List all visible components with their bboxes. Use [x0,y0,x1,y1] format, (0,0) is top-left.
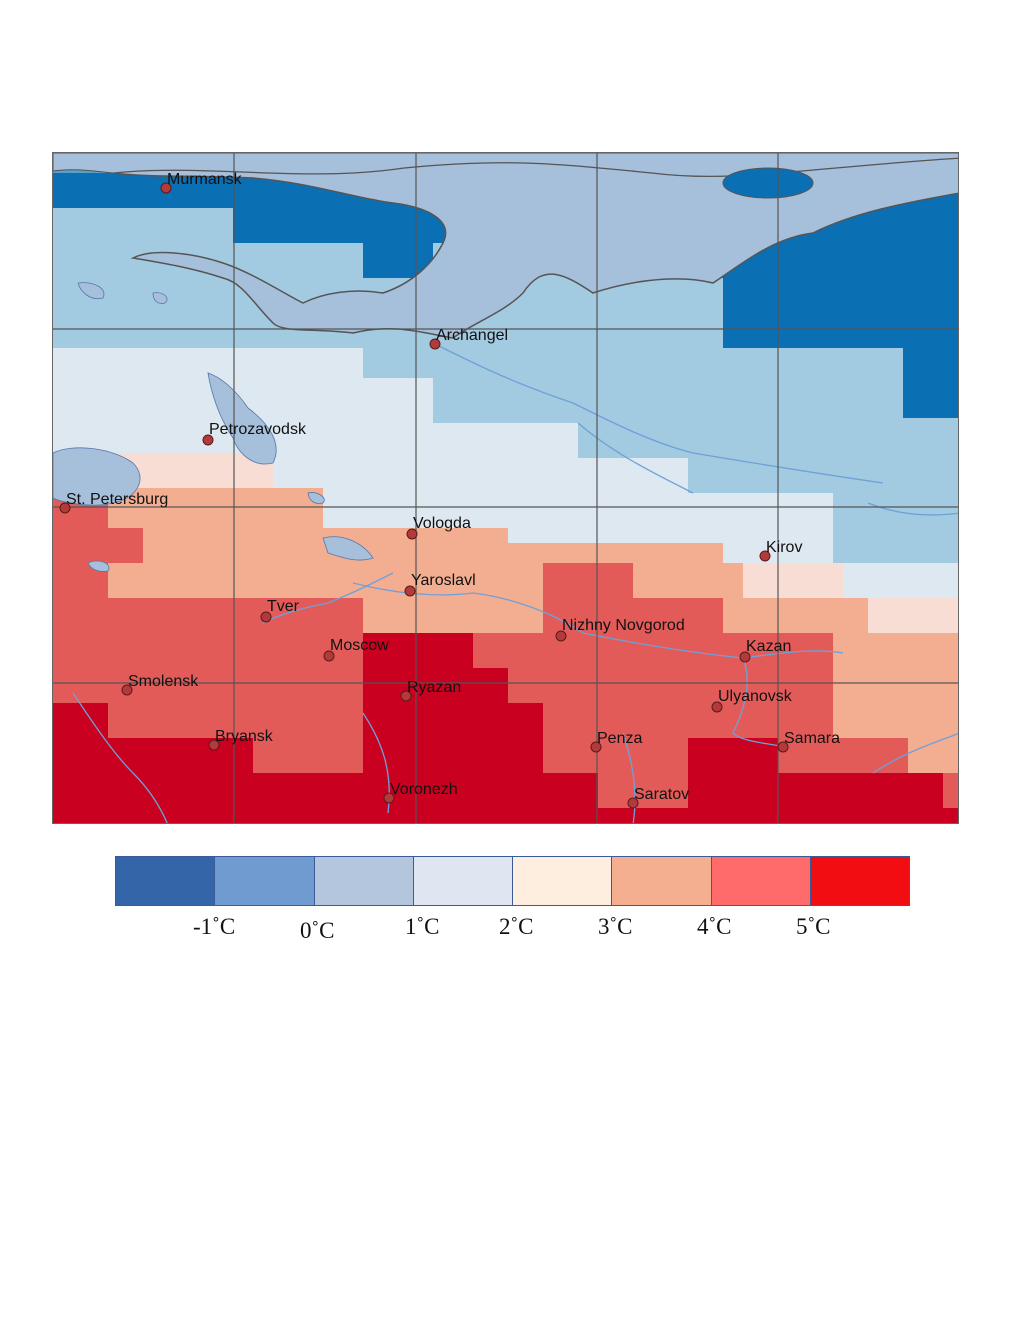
city-dot [627,797,639,809]
city-dot [59,502,71,514]
city-label: Kirov [766,539,802,556]
city-marker: Vologda [406,515,471,540]
city-dot [406,528,418,540]
city-dot [711,701,723,713]
map-canvas: Murmansk Archangel Petrozavodsk St. Petersb… [53,153,958,823]
city-marker: St. Petersburg [59,491,168,514]
city-marker: Archangel [429,327,508,350]
city-marker: Tver [260,598,300,623]
cities-layer: Murmansk Archangel Petrozavodsk St. Petersb… [59,171,840,809]
legend-swatch-5 [612,857,712,905]
legend-label-4: 3˚C [598,914,633,939]
city-marker: Yaroslavl [404,572,476,597]
legend-swatch-1 [215,857,315,905]
legend-label-3: 2˚C [499,914,534,939]
legend-swatch-3 [413,857,513,905]
legend-swatch-7 [810,857,909,905]
city-label: Saratov [634,786,689,803]
city-dot [323,650,335,662]
city-marker: Kirov [759,539,802,562]
city-dot [383,792,395,804]
city-label: Archangel [436,327,508,344]
city-marker: Samara [777,730,840,753]
city-label: Murmansk [167,171,243,188]
legend-label-0: -1˚C [193,914,236,939]
legend-label-1: 0˚C [300,918,335,943]
legend-swatch-6 [711,857,811,905]
city-dot [590,741,602,753]
temperature-legend [115,856,910,906]
legend-label-6: 5˚C [796,914,831,939]
city-dot [429,338,441,350]
lakes [53,282,374,572]
city-dot [202,434,214,446]
city-marker: Ryazan [400,679,461,702]
city-marker: Penza [590,730,642,753]
city-dot [555,630,567,642]
city-marker: Voronezh [383,781,458,804]
city-dot [208,739,220,751]
city-marker: Petrozavodsk [202,421,307,446]
city-marker: Moscow [323,637,389,662]
city-label: Nizhny Novgorod [562,617,685,634]
city-marker: Nizhny Novgorod [555,617,685,642]
legend-swatch-0 [116,857,216,905]
city-marker: Ulyanovsk [711,688,793,713]
city-dot [739,651,751,663]
city-dot [759,550,771,562]
city-marker: Bryansk [208,728,274,751]
city-label: Voronezh [390,781,458,798]
legend-label-5: 4˚C [697,914,732,939]
city-label: Kazan [746,638,791,655]
legend-swatch-4 [513,857,613,905]
city-label: Moscow [330,637,389,654]
city-marker: Murmansk [160,171,243,194]
city-label: Ryazan [407,679,461,696]
city-label: Penza [597,730,642,747]
city-marker: Smolensk [121,673,199,696]
city-dot [160,182,172,194]
city-label: St. Petersburg [66,491,168,508]
city-label: Yaroslavl [411,572,476,589]
city-label: Petrozavodsk [209,421,307,438]
city-marker: Kazan [739,638,791,663]
city-dot [777,741,789,753]
city-label: Vologda [413,515,471,532]
city-dot [121,684,133,696]
city-dot [404,585,416,597]
city-label: Bryansk [215,728,274,745]
city-dot [260,611,272,623]
graticule [53,153,958,823]
city-dot [400,690,412,702]
legend-label-2: 1˚C [405,914,440,939]
city-marker: Saratov [627,786,689,809]
city-label: Smolensk [128,673,199,690]
city-label: Samara [784,730,840,747]
city-label: Tver [267,598,300,615]
legend-swatch-2 [314,857,414,905]
temperature-map: Murmansk Archangel Petrozavodsk St. Petersb… [52,152,959,824]
city-label: Ulyanovsk [718,688,793,705]
